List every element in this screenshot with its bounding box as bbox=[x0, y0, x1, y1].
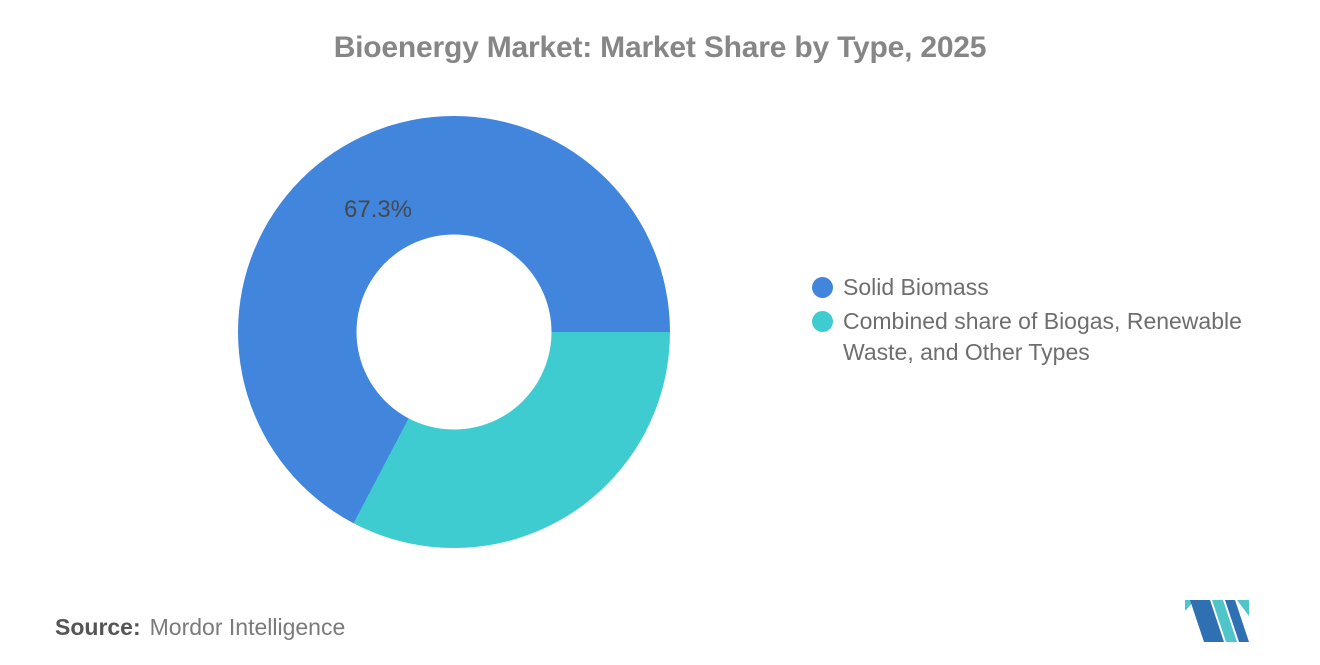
legend-marker-combined-share bbox=[812, 311, 833, 332]
source-line: Source: Mordor Intelligence bbox=[55, 614, 345, 641]
legend-label-solid-biomass: Solid Biomass bbox=[843, 274, 989, 300]
legend-item-combined-share[interactable]: Combined share of Biogas, Renewable Wast… bbox=[812, 306, 1242, 368]
logo-shape-teal-tr bbox=[1237, 600, 1249, 616]
legend-marker-solid-biomass bbox=[812, 277, 833, 298]
slice-data-label: 67.3% bbox=[343, 196, 413, 223]
logo-shape-blue-left bbox=[1190, 600, 1224, 642]
logo-shape-blue-right bbox=[1225, 600, 1249, 642]
source-label: Source: bbox=[55, 614, 141, 640]
legend: Solid Biomass Combined share of Biogas, … bbox=[812, 272, 1242, 371]
source-value: Mordor Intelligence bbox=[149, 614, 346, 640]
donut-hole bbox=[356, 234, 552, 430]
legend-item-solid-biomass[interactable]: Solid Biomass bbox=[812, 272, 1242, 303]
legend-label-combined-share: Combined share of Biogas, Renewable Wast… bbox=[843, 308, 1242, 365]
logo-shape-teal-mid bbox=[1212, 600, 1237, 642]
donut-chart[interactable]: 67.3% bbox=[238, 116, 670, 548]
chart-title: Bioenergy Market: Market Share by Type, … bbox=[333, 31, 987, 64]
mordor-intelligence-logo bbox=[1185, 600, 1249, 642]
